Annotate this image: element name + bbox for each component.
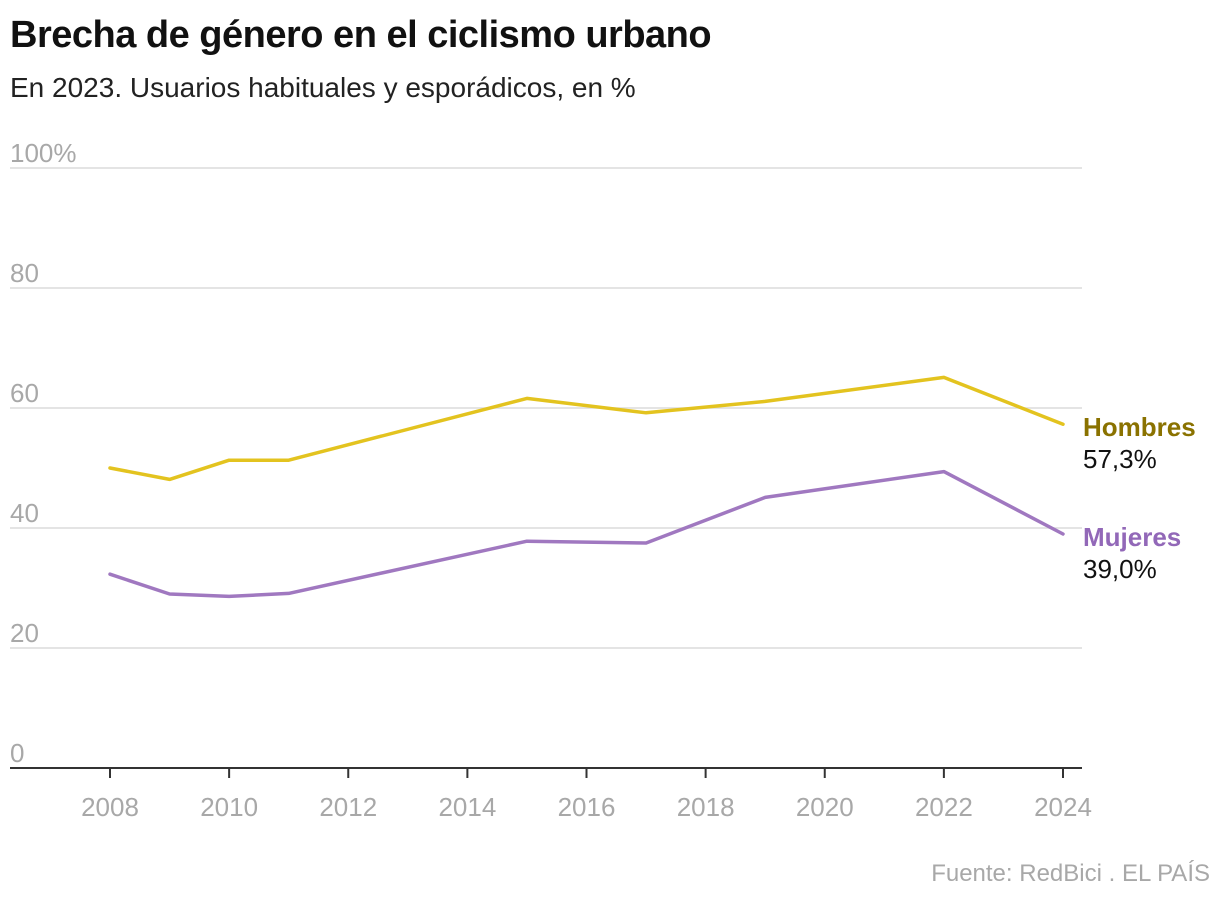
y-axis-tick-labels: 0 20 40 60 80 100% [10, 138, 77, 768]
y-tick-label-80: 80 [10, 258, 39, 288]
x-tick-label-2024: 2024 [1034, 792, 1092, 822]
series-line-hombres [108, 375, 1065, 482]
x-axis-tick-labels: 2008 2010 2012 2014 2016 2018 2020 2022 2024 [81, 792, 1092, 822]
grid-lines [10, 167, 1082, 649]
series-label-mujeres: Mujeres [1083, 522, 1181, 552]
chart-title: Brecha de género en el ciclismo urbano [10, 14, 712, 56]
chart-subtitle: En 2023. Usuarios habituales y esporádic… [10, 72, 636, 103]
series-line-mujeres [108, 469, 1065, 599]
y-tick-label-20: 20 [10, 618, 39, 648]
x-axis [10, 767, 1082, 778]
series-lines [108, 375, 1065, 599]
x-tick-label-2008: 2008 [81, 792, 139, 822]
x-tick-label-2016: 2016 [558, 792, 616, 822]
x-tick-label-2014: 2014 [438, 792, 496, 822]
y-tick-label-40: 40 [10, 498, 39, 528]
source-note: Fuente: RedBici . EL PAÍS [931, 860, 1210, 887]
y-tick-label-100: 100% [10, 138, 77, 168]
x-tick-label-2022: 2022 [915, 792, 973, 822]
series-value-hombres: 57,3% [1083, 444, 1157, 474]
y-tick-label-0: 0 [10, 738, 24, 768]
x-tick-label-2018: 2018 [677, 792, 735, 822]
x-tick-label-2012: 2012 [319, 792, 377, 822]
series-label-hombres: Hombres [1083, 412, 1196, 442]
series-value-mujeres: 39,0% [1083, 554, 1157, 584]
y-tick-label-60: 60 [10, 378, 39, 408]
x-tick-label-2010: 2010 [200, 792, 258, 822]
x-tick-label-2020: 2020 [796, 792, 854, 822]
